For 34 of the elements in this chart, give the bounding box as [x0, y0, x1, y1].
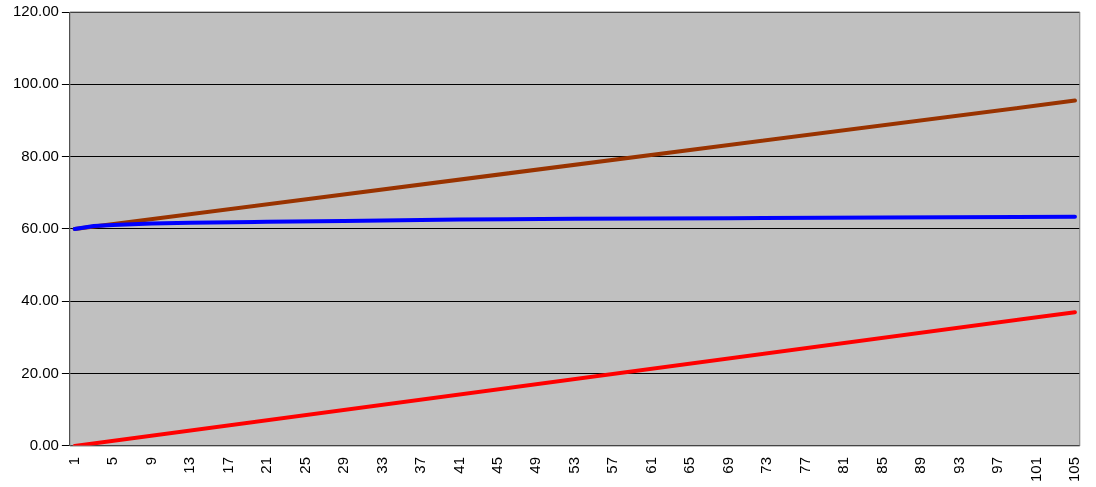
y-tick-label: 120.00 [12, 2, 59, 20]
x-tick-label: 85 [872, 456, 890, 474]
x-tick-label: 9 [141, 456, 159, 466]
y-tick-label: 0.00 [29, 436, 59, 454]
y-tick-label: 40.00 [21, 291, 59, 309]
x-tick-label: 61 [641, 456, 659, 474]
x-tick-label: 13 [180, 456, 198, 474]
x-tick-label: 105 [1065, 456, 1083, 482]
x-tick-label: 57 [603, 456, 621, 474]
x-tick-label: 21 [257, 456, 275, 474]
x-tick-label: 33 [372, 456, 390, 474]
y-tick-label: 80.00 [21, 146, 59, 164]
x-tick-label: 101 [1026, 456, 1044, 482]
x-tick-label: 25 [295, 456, 313, 474]
x-tick-label: 5 [103, 456, 121, 466]
y-tick-label: 100.00 [12, 74, 59, 92]
x-tick-label: 65 [680, 456, 698, 474]
x-tick-label: 77 [795, 456, 813, 474]
x-tick-label: 81 [834, 456, 852, 474]
x-tick-label: 89 [911, 456, 929, 474]
x-tick-label: 53 [564, 456, 582, 474]
x-tick-label: 49 [526, 456, 544, 474]
x-tick-label: 29 [334, 456, 352, 474]
x-tick-label: 73 [757, 456, 775, 474]
x-tick-label: 45 [488, 456, 506, 474]
y-tick-label: 60.00 [21, 219, 59, 237]
x-tick-label: 17 [218, 456, 236, 474]
x-tick-label: 93 [949, 456, 967, 474]
x-tick-label: 97 [988, 456, 1006, 474]
x-tick-label: 41 [449, 456, 467, 474]
x-tick-label: 37 [411, 456, 429, 474]
x-tick-label: 69 [718, 456, 736, 474]
y-tick-label: 20.00 [21, 363, 59, 381]
x-tick-label: 1 [64, 456, 82, 466]
